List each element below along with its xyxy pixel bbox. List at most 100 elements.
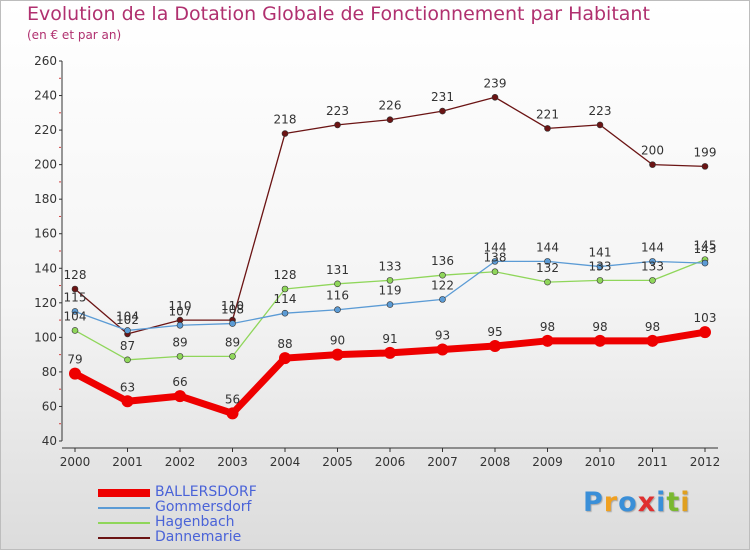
data-label-hagenbach: 132 — [536, 261, 559, 275]
legend-swatch-ballersdorf — [98, 489, 150, 497]
data-point-gommersdorf — [176, 321, 184, 329]
data-point-ballersdorf — [174, 390, 186, 403]
data-label-dannemarie: 226 — [379, 99, 402, 113]
data-label-dannemarie: 200 — [641, 144, 664, 158]
data-label-hagenbach: 131 — [326, 263, 349, 277]
data-point-dannemarie — [334, 121, 341, 129]
logo-letter: x — [637, 487, 657, 518]
data-point-hagenbach — [596, 277, 604, 284]
data-point-gommersdorf — [386, 301, 394, 308]
data-point-ballersdorf — [69, 367, 81, 380]
chart-subtitle: (en € et par an) — [27, 28, 122, 42]
data-point-hagenbach — [229, 353, 236, 360]
logo-letter: i — [656, 487, 667, 518]
x-tick-label: 2010 — [585, 455, 616, 469]
logo-letter: P — [583, 487, 604, 518]
data-label-ballersdorf: 66 — [172, 375, 187, 389]
y-tick-label: 220 — [34, 123, 57, 137]
data-point-hagenbach — [124, 356, 131, 364]
data-label-ballersdorf: 79 — [67, 353, 82, 367]
data-point-hagenbach — [334, 280, 341, 288]
y-tick-label: 180 — [34, 192, 57, 206]
data-point-ballersdorf — [436, 343, 449, 356]
data-label-dannemarie: 110 — [221, 299, 244, 313]
data-point-ballersdorf — [226, 407, 239, 420]
legend-item-gommersdorf: Gommersdorf — [98, 499, 318, 515]
data-label-gommersdorf: 143 — [694, 242, 717, 256]
chart-axes: 40 60 80 100 120 140 160 180 200 220 240 260 2000 200… — [34, 54, 720, 469]
x-tick-label: 2005 — [322, 455, 353, 469]
data-point-hagenbach — [544, 278, 551, 286]
x-tick-label: 2009 — [532, 455, 563, 469]
data-label-ballersdorf: 98 — [645, 320, 660, 334]
data-point-hagenbach — [649, 277, 656, 284]
logo-letter: i — [680, 487, 691, 518]
data-point-dannemarie — [491, 93, 499, 101]
data-point-gommersdorf — [596, 263, 604, 270]
data-point-hagenbach — [386, 277, 394, 284]
data-label-hagenbach: 136 — [431, 254, 454, 268]
data-label-ballersdorf: 63 — [120, 380, 135, 394]
data-label-dannemarie: 223 — [589, 104, 612, 118]
data-label-ballersdorf: 98 — [592, 320, 607, 334]
data-label-hagenbach: 138 — [484, 251, 507, 265]
chart-data-labels: 128 102 110 110 218 223 226 231 239 221 223 200 199 1… — [64, 76, 717, 406]
legend-swatch-dannemarie — [98, 537, 150, 539]
data-point-gommersdorf — [71, 308, 79, 315]
y-tick-label: 60 — [42, 399, 57, 413]
legend-item-ballersdorf: BALLERSDORF — [98, 484, 318, 500]
data-label-gommersdorf: 114 — [274, 292, 297, 306]
legend-label-dannemarie: Dannemarie — [155, 529, 242, 545]
x-tick-label: 2003 — [217, 455, 248, 469]
y-tick-label: 40 — [42, 434, 57, 448]
data-point-dannemarie — [701, 163, 709, 170]
data-point-dannemarie — [281, 130, 289, 137]
data-label-hagenbach: 128 — [274, 268, 297, 282]
data-label-hagenbach: 145 — [694, 239, 717, 253]
chart-series — [69, 93, 711, 420]
data-label-dannemarie: 231 — [431, 90, 454, 104]
data-label-gommersdorf: 144 — [484, 240, 507, 254]
x-tick-label: 2001 — [112, 455, 143, 469]
data-point-gommersdorf — [491, 258, 499, 265]
data-label-gommersdorf: 116 — [326, 289, 349, 303]
legend-swatch-hagenbach — [98, 522, 150, 524]
data-point-dannemarie — [596, 121, 604, 129]
data-label-gommersdorf: 119 — [379, 284, 402, 298]
data-label-dannemarie: 128 — [64, 268, 87, 282]
y-tick-label: 200 — [34, 158, 57, 172]
legend-item-hagenbach: Hagenbach — [98, 514, 318, 530]
data-label-ballersdorf: 90 — [330, 334, 345, 348]
x-tick-label: 2006 — [375, 455, 406, 469]
data-label-ballersdorf: 95 — [487, 325, 502, 339]
data-point-gommersdorf — [334, 306, 341, 314]
data-label-ballersdorf: 93 — [435, 328, 450, 342]
data-label-gommersdorf: 141 — [589, 246, 612, 260]
data-label-dannemarie: 239 — [484, 76, 507, 90]
y-tick-label: 240 — [34, 89, 57, 103]
data-point-gommersdorf — [544, 258, 551, 265]
data-label-hagenbach: 133 — [641, 259, 664, 273]
data-label-hagenbach: 89 — [225, 335, 240, 349]
data-point-ballersdorf — [541, 334, 554, 347]
y-tick-label: 160 — [34, 227, 57, 241]
data-point-gommersdorf — [281, 309, 289, 317]
data-point-hagenbach — [491, 268, 499, 276]
data-point-gommersdorf — [649, 258, 656, 265]
data-point-ballersdorf — [279, 352, 291, 365]
data-point-ballersdorf — [594, 334, 606, 347]
data-label-hagenbach: 133 — [379, 259, 402, 273]
data-point-hagenbach — [281, 285, 289, 293]
data-point-gommersdorf — [229, 320, 236, 327]
y-tick-label: 260 — [34, 54, 57, 68]
data-point-dannemarie — [71, 285, 79, 293]
legend-label-ballersdorf: BALLERSDORF — [155, 484, 257, 500]
data-label-gommersdorf: 104 — [116, 309, 139, 323]
y-tick-label: 80 — [42, 365, 57, 379]
data-point-dannemarie — [649, 161, 656, 168]
proxiti-logo: Proxiti — [583, 487, 691, 518]
data-point-ballersdorf — [699, 326, 711, 339]
chart-title: Evolution de la Dotation Globale de Fonc… — [27, 3, 650, 25]
